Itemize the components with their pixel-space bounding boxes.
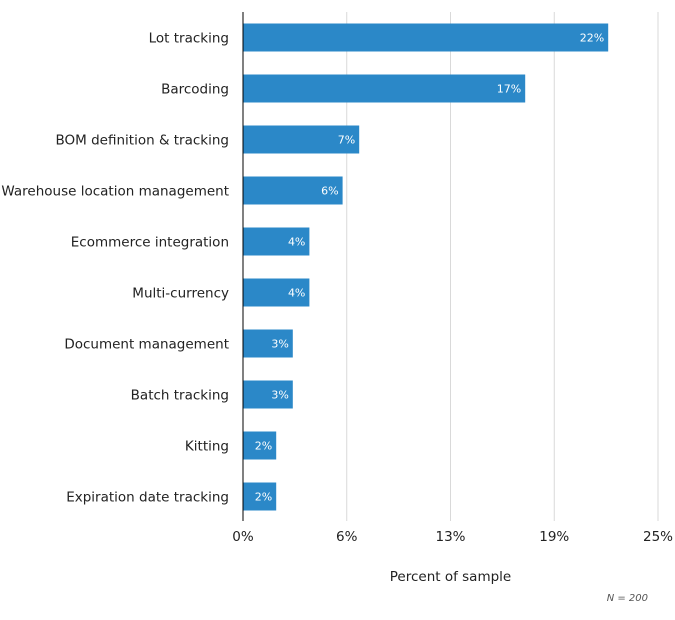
x-tick-label: 13%: [435, 529, 465, 545]
bars: 22% 17% 7% 6% 4% 4% 3% 3% 2% 2%: [243, 23, 609, 511]
bar: [243, 380, 293, 409]
x-tick-labels: 0% 6% 13% 19% 25%: [232, 529, 673, 545]
category-label: Lot tracking: [149, 31, 229, 47]
bar: [243, 74, 526, 103]
category-label: BOM definition & tracking: [56, 133, 229, 149]
x-tick-label: 19%: [539, 529, 569, 545]
bar-value-label: 22%: [580, 32, 604, 45]
bar: [243, 482, 277, 511]
category-label: Warehouse location management: [1, 184, 229, 200]
category-label: Document management: [64, 337, 229, 353]
category-labels: Lot tracking Barcoding BOM definition & tr…: [1, 31, 229, 506]
x-tick-label: 6%: [336, 529, 358, 545]
bar-value-label: 17%: [497, 83, 521, 96]
bar-value-label: 6%: [321, 185, 338, 198]
category-label: Kitting: [185, 439, 229, 455]
bar: [243, 125, 360, 154]
bar-value-label: 3%: [271, 389, 288, 402]
x-tick-label: 0%: [232, 529, 254, 545]
bar-value-label: 4%: [288, 287, 305, 300]
bar: [243, 227, 310, 256]
bar: [243, 278, 310, 307]
sample-size-note: N = 200: [607, 593, 648, 604]
category-label: Batch tracking: [131, 388, 229, 404]
x-tick-label: 25%: [643, 529, 673, 545]
bar-value-label: 4%: [288, 236, 305, 249]
bar-value-label: 2%: [255, 440, 272, 453]
bar: [243, 176, 343, 205]
bar: [243, 23, 609, 52]
category-label: Multi-currency: [132, 286, 229, 302]
bar-value-label: 7%: [338, 134, 355, 147]
category-label: Expiration date tracking: [66, 490, 229, 506]
category-label: Barcoding: [161, 82, 229, 98]
bar: [243, 329, 293, 358]
category-label: Ecommerce integration: [71, 235, 229, 251]
bar-value-label: 3%: [271, 338, 288, 351]
x-axis-title: Percent of sample: [390, 569, 511, 585]
bar-value-label: 2%: [255, 491, 272, 504]
bar: [243, 431, 277, 460]
